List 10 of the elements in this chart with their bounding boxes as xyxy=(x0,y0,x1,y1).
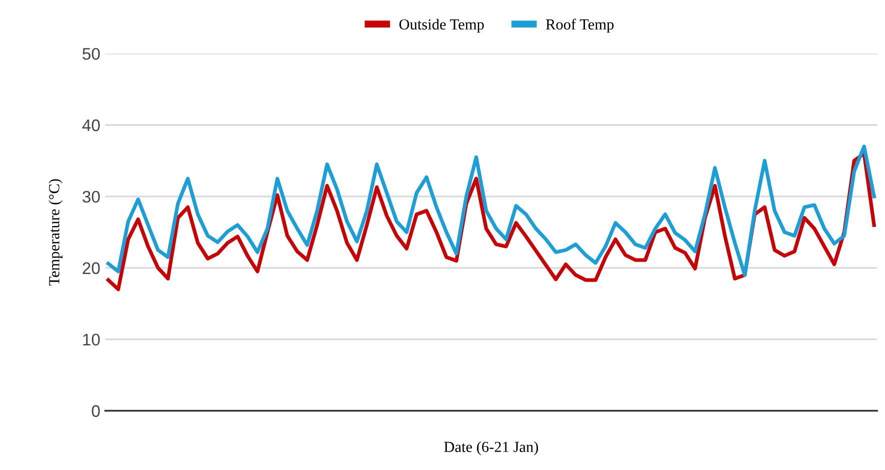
legend-label: Outside Temp xyxy=(399,18,484,33)
y-tick-label: 30 xyxy=(82,190,100,203)
legend-label: Roof Temp xyxy=(546,18,614,33)
y-tick-label: 50 xyxy=(82,48,100,60)
x-axis-title: Date (6-21 Jan) xyxy=(444,441,538,456)
y-tick-label: 0 xyxy=(92,405,100,417)
y-axis-title: Temperature (°C) xyxy=(48,179,62,286)
y-tick-label: 40 xyxy=(82,119,100,132)
y-tick-label: 10 xyxy=(83,334,100,346)
y-tick-label: 20 xyxy=(82,262,100,274)
